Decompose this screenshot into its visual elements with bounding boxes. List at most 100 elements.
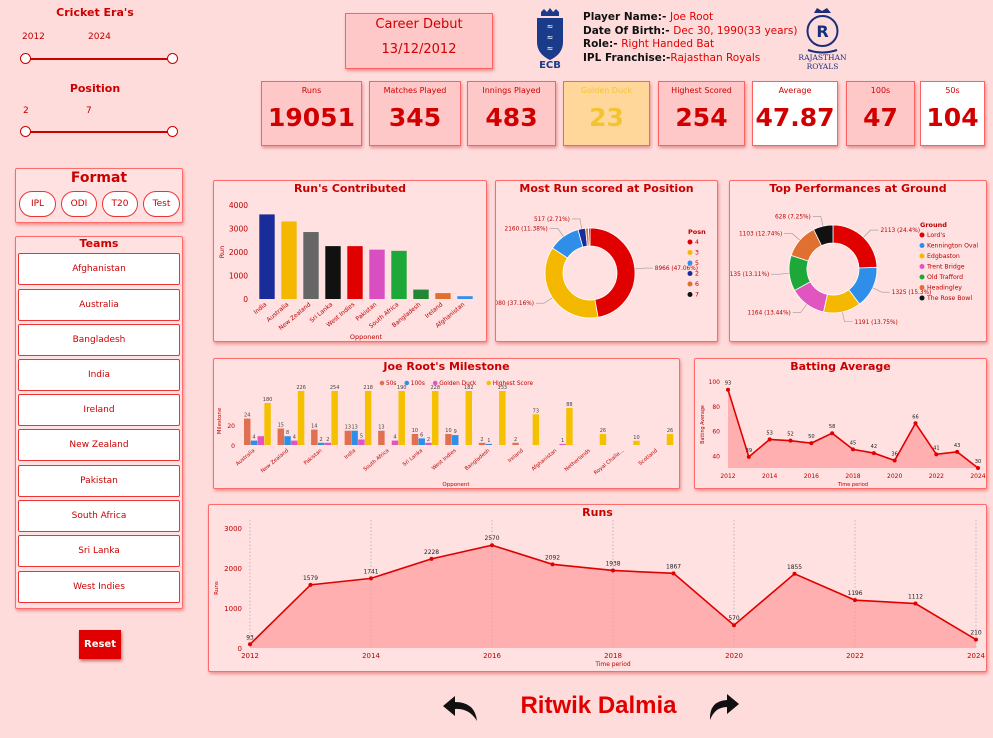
x-tick-label: India: [343, 448, 357, 461]
era-slider-handle-max[interactable]: [167, 53, 178, 64]
bar: [418, 438, 425, 445]
data-point: [429, 556, 434, 561]
debut-label: Career Debut: [375, 17, 463, 32]
batting-avg-chart: 40 60 80 100 93 39 53 52 50 58 45 42 36 66 41 43 30 2012 2…: [700, 379, 986, 488]
data-label: 39: [746, 448, 752, 454]
legend-marker: [687, 250, 693, 255]
team-south-africa[interactable]: South Africa: [18, 500, 180, 532]
data-label: 180: [263, 397, 273, 403]
data-label: 182: [464, 385, 474, 391]
x-tick-label: Pakistan: [303, 448, 324, 467]
bar: [465, 391, 473, 445]
data-label: 24: [244, 413, 250, 419]
position-title: Position: [69, 82, 121, 95]
leader-line: [634, 267, 653, 270]
leader-line: [571, 218, 583, 229]
legend-label: Golden Duck: [439, 381, 477, 387]
slice-label: 2113 (24.4%): [880, 228, 920, 234]
legend-marker: [687, 292, 693, 297]
leader-line: [784, 233, 800, 241]
svg-text:≈: ≈: [547, 22, 554, 31]
kpi-matches-value: 345: [388, 103, 442, 132]
data-point: [871, 451, 876, 456]
batting-avg-title: Batting Average: [790, 360, 891, 373]
donut-slice: [544, 247, 599, 319]
player-ipl-row: IPL Franchise:-Rajasthan Royals: [583, 52, 797, 66]
bar: [378, 430, 385, 445]
format-test-button[interactable]: Test: [143, 191, 180, 217]
y-tick-label: 2000: [229, 248, 248, 257]
data-label: 30: [975, 459, 981, 465]
data-label: 190: [397, 385, 407, 391]
back-arrow-icon[interactable]: [441, 694, 481, 724]
legend-label: Edgbaston: [927, 253, 960, 260]
team-ireland[interactable]: Ireland: [18, 394, 180, 426]
data-point: [746, 454, 751, 459]
y-tick-label: 60: [712, 429, 720, 436]
svg-text:R: R: [816, 22, 828, 41]
x-tick-label: Sri Lanka: [402, 448, 424, 468]
data-label: 15: [278, 423, 284, 429]
kpi-matches: Matches Played 345: [369, 81, 461, 146]
position-min: 2: [23, 106, 29, 116]
bar: [358, 439, 365, 445]
data-label: 53: [766, 430, 772, 436]
data-point: [611, 568, 615, 573]
team-new-zealand[interactable]: New Zealand: [18, 429, 180, 461]
runs-time-panel: Runs 0 1000 2000 3000 93 1579 1741 2228 2570 2092 1…: [208, 504, 987, 672]
data-point: [671, 571, 676, 576]
bar: [633, 440, 640, 445]
kpi-innings: Innings Played 483: [467, 81, 556, 146]
data-label: 1196: [847, 590, 862, 597]
data-label: 1: [561, 438, 564, 444]
forward-arrow-icon[interactable]: [705, 692, 741, 724]
era-slider-track[interactable]: [25, 58, 173, 60]
position-slider-handle-min[interactable]: [20, 126, 31, 137]
position-slider-track[interactable]: [25, 131, 173, 133]
team-west-indies[interactable]: West Indies: [18, 571, 180, 603]
player-dob: Dec 30, 1990(33 years): [673, 24, 798, 37]
kpi-golden-duck-label: Golden Duck: [580, 86, 633, 95]
y-tick-label: 1000: [229, 272, 248, 281]
team-afghanistan[interactable]: Afghanistan: [18, 253, 180, 285]
bar: [317, 442, 325, 445]
legend-marker: [919, 285, 925, 290]
slice-label: 1325 (15.3%): [892, 290, 932, 296]
x-tick-label: 2024: [967, 652, 985, 660]
team-australia[interactable]: Australia: [18, 289, 180, 321]
data-label: 14: [311, 424, 317, 430]
legend-marker: [687, 239, 693, 245]
bar: [512, 442, 519, 445]
data-label: 570: [728, 615, 740, 622]
bar: [324, 442, 332, 445]
slice-label: 628 (7.25%): [775, 214, 811, 220]
reset-button[interactable]: Reset: [79, 630, 121, 659]
bar: [425, 442, 432, 445]
royals-logo: R RAJASTHAN ROYALS: [798, 6, 847, 74]
team-india[interactable]: India: [18, 359, 180, 391]
kpi-golden-duck-value: 23: [589, 103, 624, 132]
batting-avg-panel: Batting Average 40 60 80 100 93 39 53 52 50 58 45 42…: [694, 358, 987, 489]
format-ipl-button[interactable]: IPL: [19, 191, 56, 217]
format-t20-button[interactable]: T20: [102, 191, 138, 217]
ecb-logo: ≈ ≈ ≈ ECB: [532, 8, 568, 72]
legend-label: Kennington Oval: [927, 243, 978, 250]
team-bangladesh[interactable]: Bangladesh: [18, 324, 180, 356]
x-tick-label: South Africa: [363, 448, 391, 473]
format-odi-button[interactable]: ODI: [61, 191, 97, 217]
team-sri-lanka[interactable]: Sri Lanka: [18, 535, 180, 567]
legend-label: 7: [695, 292, 699, 299]
x-tick-label: Royal Challe...: [593, 448, 625, 477]
area-fill: [250, 545, 976, 648]
position-slider-handle-max[interactable]: [167, 126, 178, 137]
data-point: [934, 452, 939, 457]
slice-label: 2160 (11.38%): [505, 226, 548, 232]
team-pakistan[interactable]: Pakistan: [18, 465, 180, 497]
legend-marker: [919, 243, 925, 248]
bar: [666, 434, 674, 445]
legend-marker: [404, 380, 410, 386]
era-slider-handle-min[interactable]: [20, 53, 31, 64]
y-tick-label: 4000: [229, 201, 248, 210]
data-point: [851, 447, 855, 452]
svg-text:≈: ≈: [547, 33, 554, 42]
